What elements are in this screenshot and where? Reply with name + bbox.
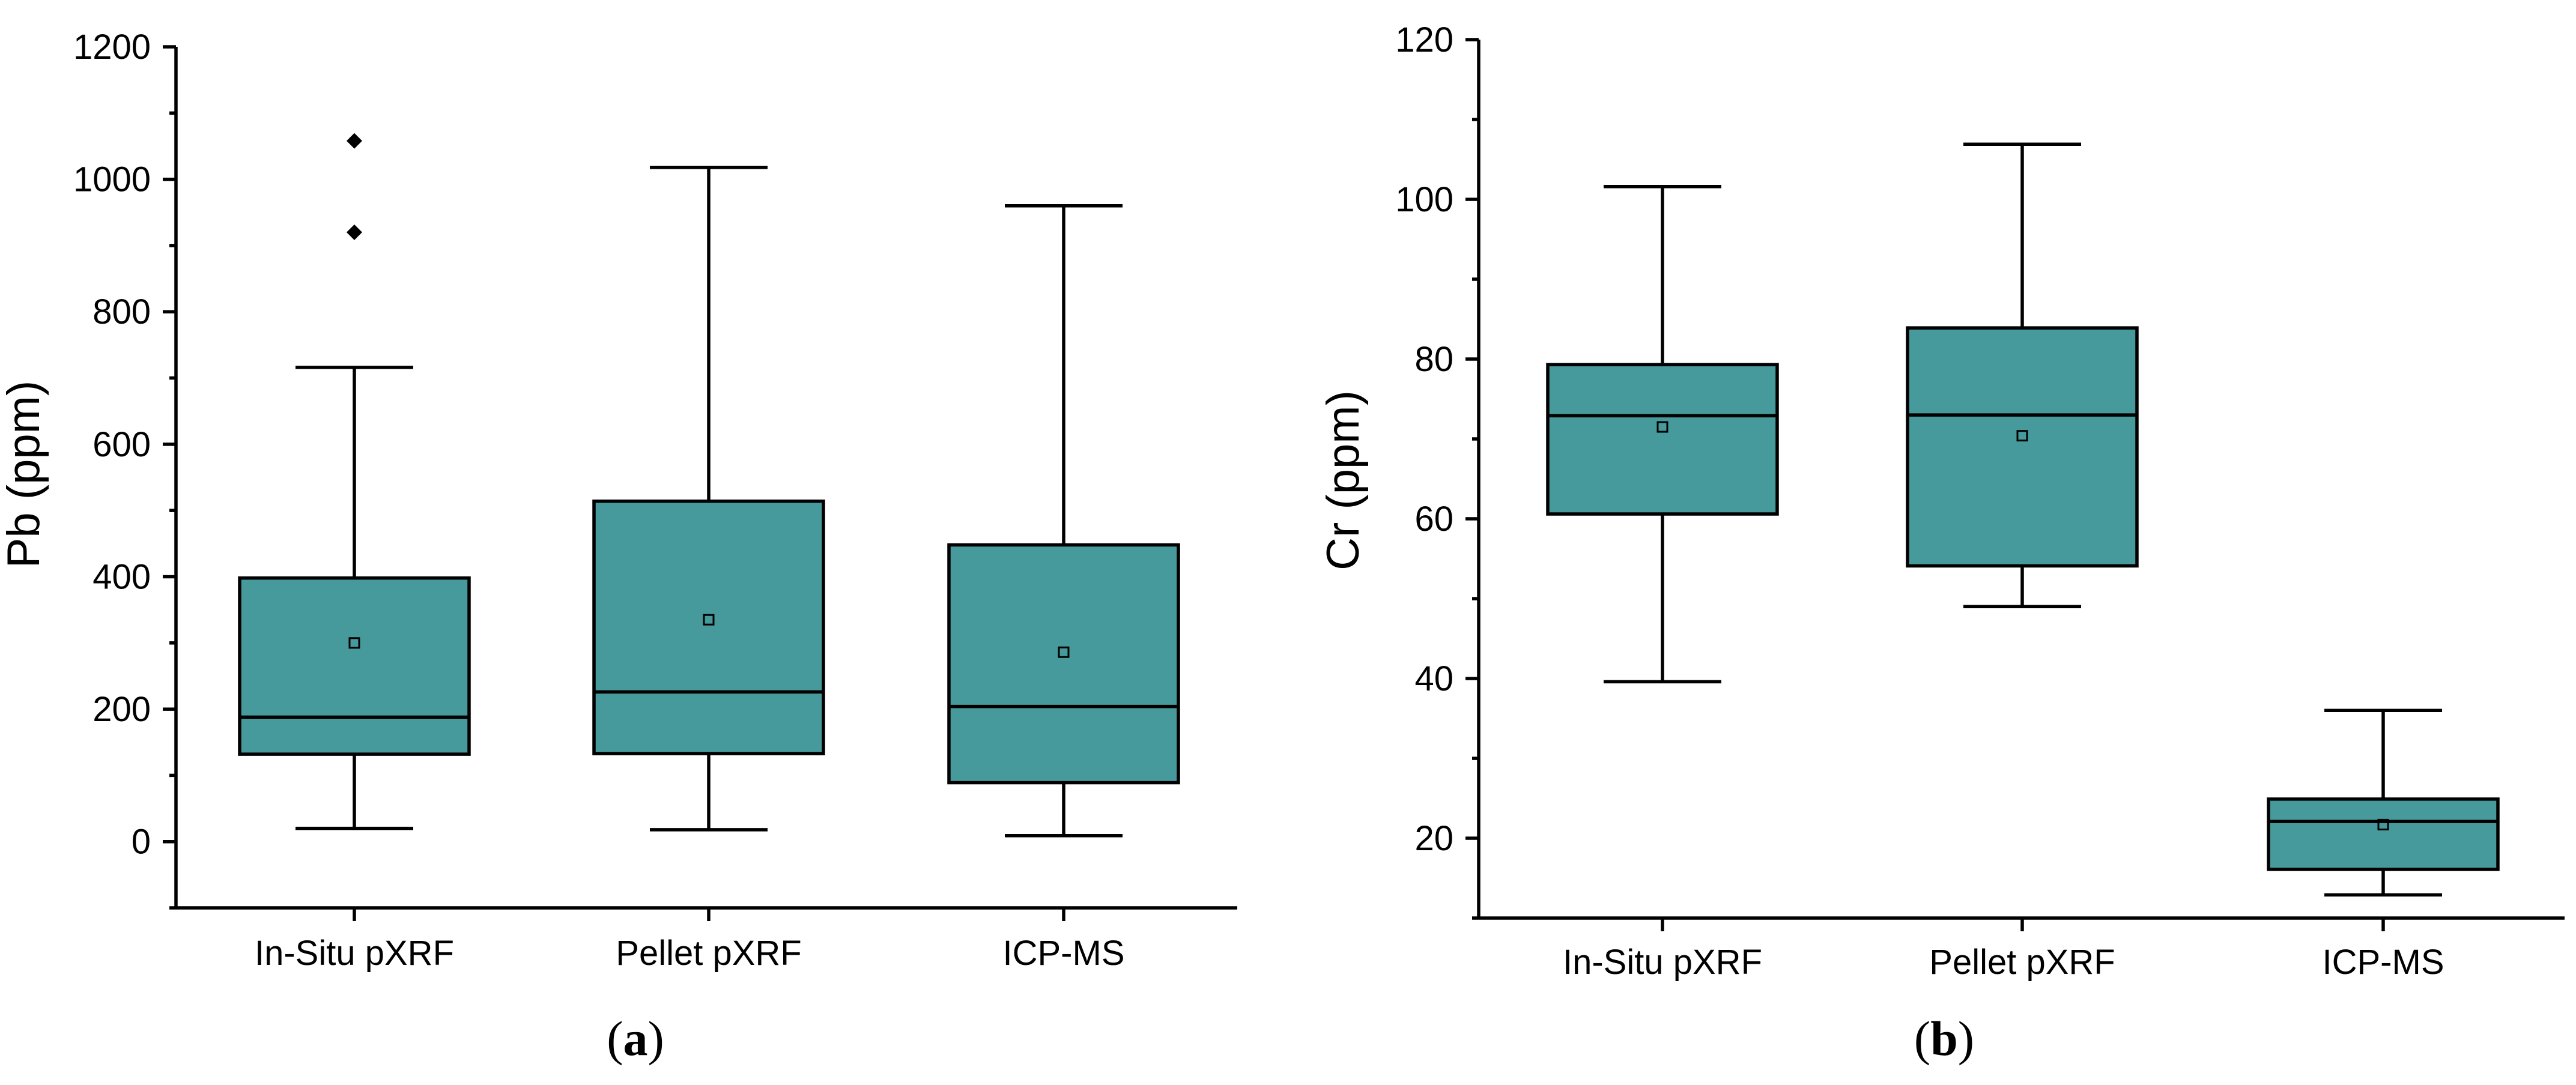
outlier-point (347, 133, 362, 149)
y-tick-label: 400 (92, 557, 151, 596)
panel-b: 20 40 60 80 100 120 In-Situ pXRF Pellet pXRF ICP… (1318, 20, 2565, 1066)
y-tick-label: 600 (92, 425, 151, 464)
iqr-box (592, 499, 825, 755)
x-tick-label: In-Situ pXRF (1563, 943, 1762, 982)
box-plot-pellet-pxrf (592, 166, 825, 832)
box-plot-in-situ-pxrf (238, 133, 471, 830)
y-tick-label: 0 (132, 823, 151, 862)
y-tick-label: 60 (1414, 500, 1453, 539)
y-tick-label: 100 (1395, 180, 1453, 219)
mean-marker (2016, 430, 2028, 442)
panel-label: (a) (607, 1011, 664, 1066)
mean-marker (1058, 646, 1070, 658)
x-tick-label: In-Situ pXRF (255, 934, 454, 973)
y-tick-label: 1000 (73, 160, 151, 199)
outlier-point (347, 224, 362, 240)
mean-marker (348, 637, 360, 649)
y-tick-label: 200 (92, 690, 151, 729)
x-tick-label: Pellet pXRF (616, 934, 801, 973)
panel-label-letter: b (1930, 1011, 1958, 1066)
panel-label-letter: a (623, 1011, 648, 1066)
panel-label: (b) (1914, 1011, 1974, 1066)
y-tick-label: 20 (1414, 819, 1453, 858)
box-plot-pellet-pxrf (1906, 142, 2139, 609)
mean-marker (703, 614, 715, 626)
x-tick-label: ICP-MS (2323, 943, 2444, 982)
y-tick-label: 40 (1414, 659, 1453, 698)
mean-marker (2377, 818, 2389, 830)
iqr-box (1546, 363, 1779, 516)
iqr-box (238, 576, 471, 756)
box-plot-icp-ms (2267, 709, 2500, 897)
y-axis-title: Pb (ppm) (0, 381, 49, 569)
y-tick-label: 120 (1395, 20, 1453, 59)
y-tick-label: 1200 (73, 28, 151, 67)
mean-marker (1656, 421, 1668, 433)
iqr-box (2267, 797, 2500, 871)
y-tick-label: 800 (92, 292, 151, 331)
iqr-box (947, 543, 1180, 785)
y-axis-title: Cr (ppm) (1318, 390, 1369, 570)
iqr-box (1906, 326, 2139, 568)
panel-a: 0 200 400 600 800 1000 1200 In-Situ pXRF Pellet … (0, 28, 1237, 1066)
x-tick-label: Pellet pXRF (1929, 943, 2115, 982)
box-plot-icp-ms (947, 204, 1180, 838)
y-tick-label: 80 (1414, 340, 1453, 379)
x-tick-label: ICP-MS (1003, 934, 1125, 973)
box-plot-in-situ-pxrf (1546, 184, 1779, 684)
